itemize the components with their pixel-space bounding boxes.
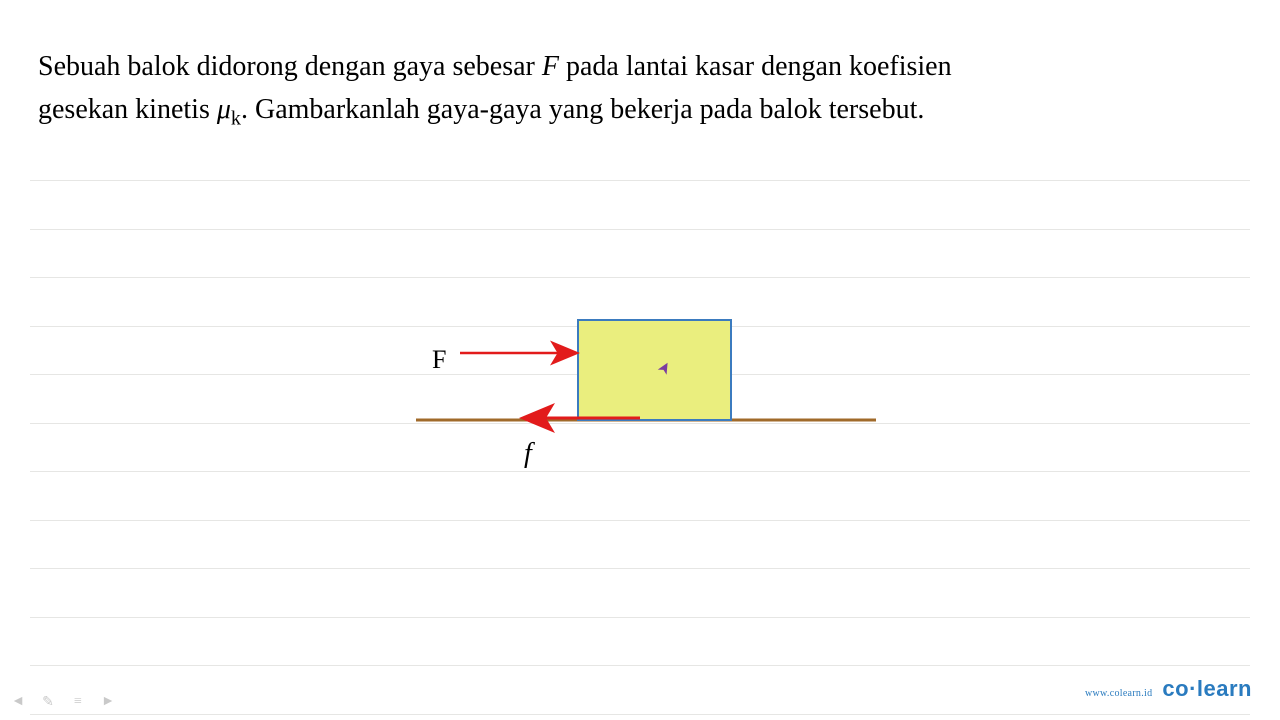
q-line2-suffix: . Gambarkanlah gaya-gaya yang bekerja pa…	[241, 94, 924, 125]
q-line1-prefix: Sebuah balok didorong dengan gaya sebesa…	[38, 51, 542, 82]
next-icon[interactable]: ►	[100, 694, 116, 710]
prev-icon[interactable]: ◄	[10, 694, 26, 710]
brand-url: www.colearn.id	[1085, 688, 1152, 699]
force-F-label: F	[432, 345, 446, 375]
pen-icon[interactable]: ✎	[40, 694, 56, 710]
question-text: Sebuah balok didorong dengan gaya sebesa…	[0, 0, 1280, 135]
branding: www.colearn.id co·learn	[1085, 676, 1252, 702]
brand-logo: co·learn	[1162, 676, 1252, 702]
q-line1-suffix: pada lantai kasar dengan koefisien	[559, 51, 952, 82]
lined-paper	[30, 180, 1250, 690]
q-line2-var: μ	[217, 94, 231, 125]
q-line2-prefix: gesekan kinetis	[38, 94, 217, 125]
q-line2-sub: k	[231, 108, 241, 130]
q-line1-var: F	[542, 51, 559, 82]
menu-icon[interactable]: ≡	[70, 694, 86, 710]
bottom-toolbar: ◄ ✎ ≡ ►	[10, 694, 116, 710]
force-f-label: f	[524, 438, 532, 470]
